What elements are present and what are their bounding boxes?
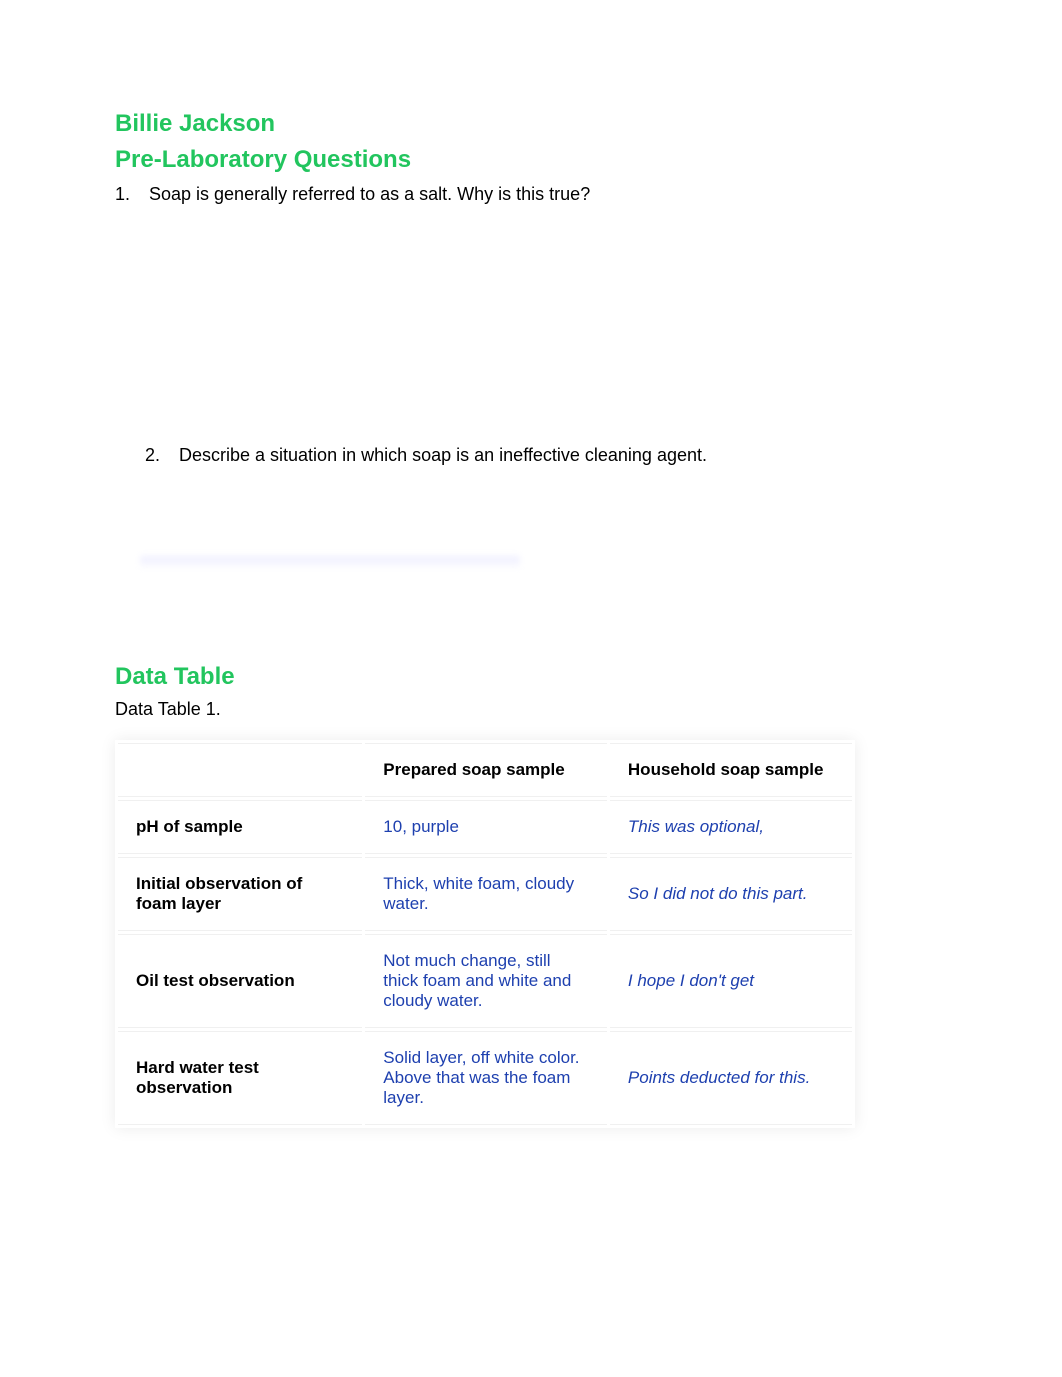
- household-oil: I hope I don't get: [610, 934, 852, 1028]
- table-header-row: Prepared soap sample Household soap samp…: [118, 743, 852, 797]
- household-foam: So I did not do this part.: [610, 857, 852, 931]
- row-label-ph: pH of sample: [118, 800, 362, 854]
- author-name: Billie Jackson: [115, 110, 947, 138]
- question-list: 1. Soap is generally referred to as a sa…: [115, 184, 947, 466]
- data-table-caption: Data Table 1.: [115, 699, 947, 720]
- prepared-oil: Not much change, still thick foam and wh…: [365, 934, 607, 1028]
- data-table: Prepared soap sample Household soap samp…: [115, 740, 855, 1128]
- table-row: Initial observation of foam layer Thick,…: [118, 857, 852, 931]
- prepared-hardwater: Solid layer, off white color. Above that…: [365, 1031, 607, 1125]
- row-label-hardwater: Hard water test observation: [118, 1031, 362, 1125]
- prepared-foam: Thick, white foam, cloudy water.: [365, 857, 607, 931]
- prelab-title: Pre-Laboratory Questions: [115, 146, 947, 174]
- table-row: Hard water test observation Solid layer,…: [118, 1031, 852, 1125]
- blurred-content: [140, 556, 520, 568]
- data-table-title: Data Table: [115, 663, 947, 691]
- row-label-foam: Initial observation of foam layer: [118, 857, 362, 931]
- table-header-prepared: Prepared soap sample: [365, 743, 607, 797]
- question-2: 2. Describe a situation in which soap is…: [115, 445, 947, 466]
- household-hardwater: Points deducted for this.: [610, 1031, 852, 1125]
- prepared-ph: 10, purple: [365, 800, 607, 854]
- household-ph: This was optional,: [610, 800, 852, 854]
- question-1: 1. Soap is generally referred to as a sa…: [115, 184, 947, 205]
- table-row: Oil test observation Not much change, st…: [118, 934, 852, 1028]
- question-2-number: 2.: [145, 445, 167, 466]
- question-1-text: Soap is generally referred to as a salt.…: [149, 184, 947, 205]
- table-header-empty: [118, 743, 362, 797]
- table-header-household: Household soap sample: [610, 743, 852, 797]
- question-2-text: Describe a situation in which soap is an…: [179, 445, 947, 466]
- row-label-oil: Oil test observation: [118, 934, 362, 1028]
- question-1-number: 1.: [115, 184, 137, 205]
- table-row: pH of sample 10, purple This was optiona…: [118, 800, 852, 854]
